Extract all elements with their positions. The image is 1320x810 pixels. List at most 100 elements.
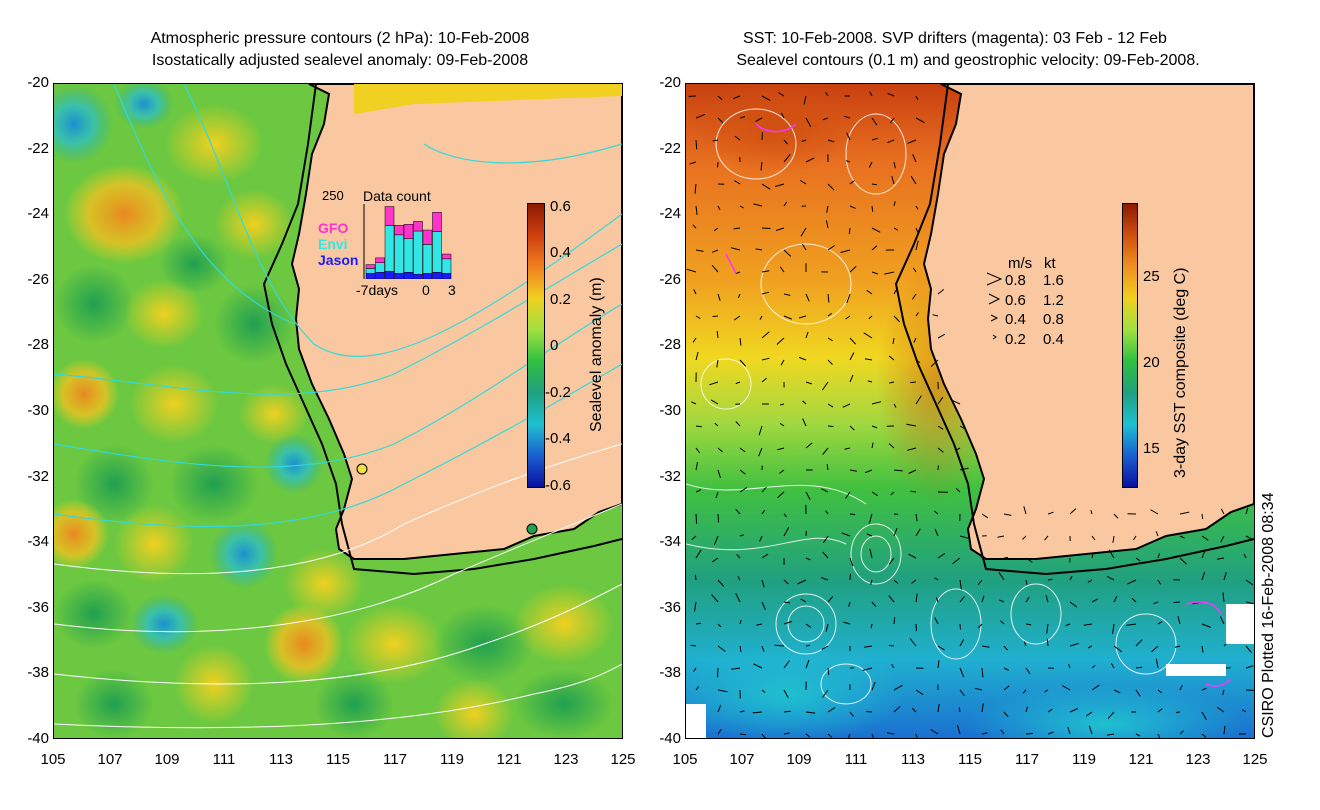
inset-title: Data count (363, 188, 431, 204)
velocity-arrow (761, 553, 769, 559)
velocity-arrow (713, 535, 719, 545)
velocity-arrow (1173, 601, 1181, 603)
velocity-arrow (911, 293, 917, 300)
velocity-arrow (870, 623, 873, 629)
velocity-arrow (909, 638, 917, 647)
velocity-arrow (891, 664, 895, 669)
velocity-arrow (868, 513, 873, 524)
velocity-arrow (906, 447, 917, 451)
y-tick-label: -34 (27, 533, 49, 551)
velocity-arrow (893, 579, 899, 584)
velocity-arrow (955, 447, 961, 452)
left-cb-tick: -0.2 (545, 384, 571, 401)
velocity-arrow (1106, 733, 1115, 736)
velocity-arrow (827, 706, 836, 713)
velocity-arrow (959, 667, 965, 678)
sealevel-anomaly-field (54, 84, 614, 738)
velocity-arrow (805, 157, 815, 163)
sealevel-contours (686, 108, 1177, 705)
velocity-arrow (915, 240, 919, 251)
velocity-arrow (799, 179, 807, 185)
velocity-arrow (717, 667, 719, 678)
velocity-arrow (888, 355, 895, 361)
velocity-arrow (868, 315, 873, 320)
velocity-arrow (1113, 513, 1119, 519)
velocity-arrow (711, 594, 719, 603)
left-cb-tick: 0.6 (550, 198, 571, 215)
velocity-arrow (797, 579, 807, 585)
velocity-arrow (695, 425, 702, 428)
velocity-arrow (1112, 535, 1115, 543)
velocity-arrow (1155, 531, 1159, 537)
x-tick-label: 115 (958, 751, 982, 768)
x-tick-label: 109 (154, 751, 180, 768)
velocity-arrow (893, 289, 897, 295)
y-tick-label: -32 (659, 467, 681, 485)
velocity-arrow (937, 660, 940, 669)
velocity-arrow (783, 601, 791, 604)
inset-bar-envi (422, 244, 433, 274)
y-tick-label: -30 (27, 402, 49, 419)
y-tick-label: -30 (659, 402, 681, 419)
velocity-arrow (1046, 639, 1049, 647)
velocity-arrow (911, 579, 917, 584)
inset-bar-envi (413, 230, 423, 275)
velocity-arrow (893, 684, 903, 691)
velocity-arrow (802, 400, 807, 405)
y-tick-label: -38 (27, 664, 49, 682)
inset-bar-gfo (375, 257, 385, 263)
velocity-arrow (845, 160, 851, 163)
inset-legend-jason: Jason (318, 252, 359, 268)
x-tick-label: 123 (553, 751, 579, 768)
velocity-arrow (739, 534, 744, 537)
velocity-arrow (709, 381, 719, 386)
velocity-arrow (805, 381, 812, 385)
velocity-arrow (735, 508, 741, 515)
velocity-arrow (915, 95, 919, 101)
velocity-arrow (1157, 579, 1161, 585)
velocity-arrow (889, 117, 895, 124)
svp-drifter-tracks (725, 123, 1232, 687)
velocity-arrow (1091, 552, 1094, 559)
velocity-arrow (863, 332, 873, 339)
x-tick-label: 105 (40, 751, 66, 768)
pressure-contours-white (54, 443, 622, 729)
tide-gauge-marker (356, 463, 368, 475)
velocity-arrow (871, 442, 874, 449)
velocity-arrow (871, 205, 874, 212)
inset-legend-envi: Envi (318, 236, 348, 252)
inset-bar-chart (363, 204, 452, 279)
velocity-arrow (1000, 729, 1005, 735)
velocity-arrow (845, 491, 851, 499)
velocity-arrow (761, 357, 770, 361)
inset-bar-gfo (413, 221, 423, 232)
velocity-arrow (716, 359, 719, 368)
x-tick-label: 125 (1242, 751, 1268, 768)
velocity-arrow (1110, 663, 1115, 669)
velocity-arrow (891, 175, 895, 185)
velocity-arrow (693, 667, 697, 672)
right-cb-tick: 15 (1143, 440, 1160, 457)
y-tick-label: -24 (27, 205, 49, 223)
velocity-arrow (783, 620, 793, 625)
shelf-contour (894, 84, 1254, 576)
inset-bar-jason (384, 271, 395, 279)
velocity-arrow (871, 681, 876, 691)
velocity-arrow (1069, 601, 1078, 608)
velocity-arrow (977, 623, 983, 629)
velocity-arrow (1044, 689, 1049, 693)
velocity-arrow (935, 597, 939, 603)
velocity-arrow (932, 314, 939, 317)
x-tick-label: 107 (729, 751, 755, 768)
velocity-arrow (1091, 535, 1096, 541)
inset-bar-jason (422, 272, 433, 279)
velocity-arrow (849, 205, 856, 209)
velocity-arrow (730, 247, 741, 251)
velocity-arrow (827, 293, 830, 303)
velocity-arrow (717, 293, 721, 301)
velocity-arrow (1087, 645, 1093, 649)
velocity-arrow (1157, 689, 1162, 694)
velocity-arrow (783, 527, 790, 537)
inset-bar-gfo (432, 212, 442, 232)
velocity-arrow (1025, 623, 1032, 626)
